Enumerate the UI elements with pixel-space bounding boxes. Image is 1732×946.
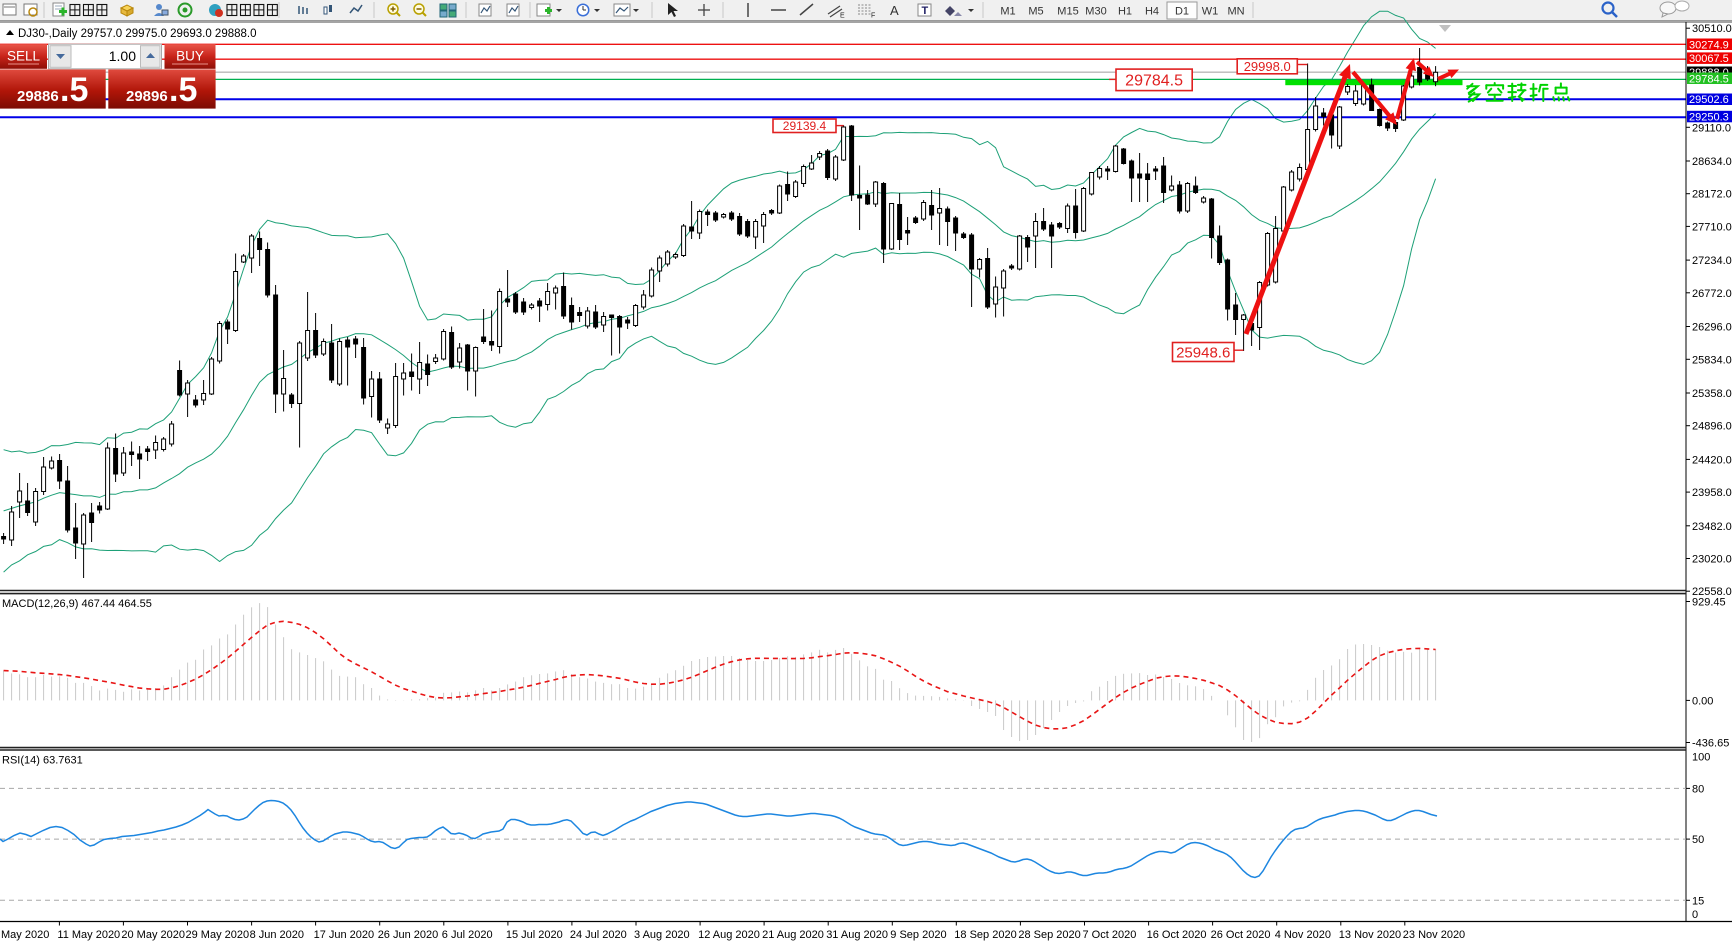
svg-text:29886: 29886: [17, 88, 59, 105]
svg-text:28634.0: 28634.0: [1692, 156, 1732, 168]
svg-text:22558.0: 22558.0: [1692, 586, 1732, 598]
svg-text:0: 0: [1692, 909, 1698, 921]
svg-text:RSI(14) 63.7631: RSI(14) 63.7631: [2, 755, 83, 767]
svg-text:6 Jul 2020: 6 Jul 2020: [442, 929, 493, 941]
svg-text:15: 15: [1692, 895, 1704, 907]
svg-text:31 Aug 2020: 31 Aug 2020: [826, 929, 888, 941]
svg-text:M30: M30: [1085, 6, 1106, 18]
svg-text:28 Sep 2020: 28 Sep 2020: [1018, 929, 1080, 941]
svg-text:26296.0: 26296.0: [1692, 322, 1732, 334]
svg-text:M1: M1: [1000, 6, 1015, 18]
svg-text:0.00: 0.00: [1692, 695, 1713, 707]
svg-text:20 May 2020: 20 May 2020: [121, 929, 185, 941]
svg-text:100: 100: [1692, 752, 1710, 764]
svg-text:25834.0: 25834.0: [1692, 354, 1732, 366]
svg-text:29502.6: 29502.6: [1689, 94, 1729, 106]
svg-text:F: F: [871, 13, 875, 20]
svg-text:24 Jul 2020: 24 Jul 2020: [570, 929, 627, 941]
svg-text:MN: MN: [1227, 6, 1244, 18]
svg-text:.5: .5: [60, 71, 88, 109]
svg-text:May 2020: May 2020: [1, 929, 49, 941]
svg-text:29784.5: 29784.5: [1689, 73, 1729, 85]
svg-text:29139.4: 29139.4: [783, 119, 827, 133]
svg-text:29896: 29896: [126, 88, 168, 105]
svg-text:30274.9: 30274.9: [1689, 39, 1729, 51]
svg-text:27234.0: 27234.0: [1692, 255, 1732, 267]
svg-text:29250.3: 29250.3: [1689, 112, 1729, 124]
svg-text:25358.0: 25358.0: [1692, 388, 1732, 400]
svg-text:MACD(12,26,9) 467.44 464.55: MACD(12,26,9) 467.44 464.55: [2, 598, 152, 610]
svg-text:15 Jul 2020: 15 Jul 2020: [506, 929, 563, 941]
svg-text:3 Aug 2020: 3 Aug 2020: [634, 929, 690, 941]
svg-text:30510.0: 30510.0: [1692, 23, 1732, 35]
svg-text:11 May 2020: 11 May 2020: [57, 929, 120, 941]
svg-text:26 Jun 2020: 26 Jun 2020: [378, 929, 439, 941]
svg-text:SELL: SELL: [7, 49, 41, 64]
svg-text:D1: D1: [1175, 6, 1189, 18]
svg-text:80: 80: [1692, 783, 1704, 795]
svg-text:E: E: [840, 13, 845, 20]
svg-text:29110.0: 29110.0: [1692, 122, 1731, 134]
svg-text:50: 50: [1692, 834, 1704, 846]
svg-text:T: T: [922, 5, 929, 17]
svg-text:13 Nov 2020: 13 Nov 2020: [1339, 929, 1401, 941]
svg-text:23 Nov 2020: 23 Nov 2020: [1403, 929, 1465, 941]
svg-text:17 Jun 2020: 17 Jun 2020: [314, 929, 375, 941]
svg-text:21 Aug 2020: 21 Aug 2020: [762, 929, 824, 941]
svg-text:7 Oct 2020: 7 Oct 2020: [1083, 929, 1137, 941]
svg-text:16 Oct 2020: 16 Oct 2020: [1147, 929, 1207, 941]
svg-text:-436.65: -436.65: [1692, 738, 1729, 750]
svg-text:BUY: BUY: [176, 49, 204, 64]
svg-text:.5: .5: [169, 71, 197, 109]
svg-text:23020.0: 23020.0: [1692, 554, 1732, 566]
svg-text:18 Sep 2020: 18 Sep 2020: [954, 929, 1016, 941]
svg-text:24420.0: 24420.0: [1692, 454, 1732, 466]
svg-text:H4: H4: [1145, 6, 1159, 18]
svg-text:H1: H1: [1118, 6, 1132, 18]
svg-text:DJ30-,Daily 29757.0 29975.0 2: DJ30-,Daily 29757.0 29975.0 29693.0 2988…: [18, 28, 257, 40]
svg-text:M5: M5: [1028, 6, 1043, 18]
svg-text:8 Jun 2020: 8 Jun 2020: [250, 929, 304, 941]
svg-text:23482.0: 23482.0: [1692, 521, 1732, 533]
svg-text:29 May 2020: 29 May 2020: [186, 929, 250, 941]
svg-text:24896.0: 24896.0: [1692, 421, 1732, 433]
svg-text:23958.0: 23958.0: [1692, 487, 1732, 499]
svg-text:W1: W1: [1202, 6, 1219, 18]
svg-text:M15: M15: [1057, 6, 1078, 18]
svg-text:26772.0: 26772.0: [1692, 288, 1732, 300]
svg-text:4 Nov 2020: 4 Nov 2020: [1275, 929, 1331, 941]
svg-text:26 Oct 2020: 26 Oct 2020: [1211, 929, 1271, 941]
svg-text:A: A: [890, 3, 899, 18]
svg-text:929.45: 929.45: [1692, 597, 1726, 609]
svg-text:30067.5: 30067.5: [1689, 53, 1729, 65]
svg-text:12 Aug 2020: 12 Aug 2020: [698, 929, 760, 941]
svg-text:27710.0: 27710.0: [1692, 221, 1732, 233]
svg-text:1.00: 1.00: [109, 48, 136, 64]
svg-text:29998.0: 29998.0: [1244, 59, 1291, 74]
svg-text:25948.6: 25948.6: [1176, 344, 1230, 361]
svg-text:28172.0: 28172.0: [1692, 189, 1732, 201]
svg-text:9 Sep 2020: 9 Sep 2020: [890, 929, 946, 941]
svg-text:29784.5: 29784.5: [1125, 73, 1183, 90]
